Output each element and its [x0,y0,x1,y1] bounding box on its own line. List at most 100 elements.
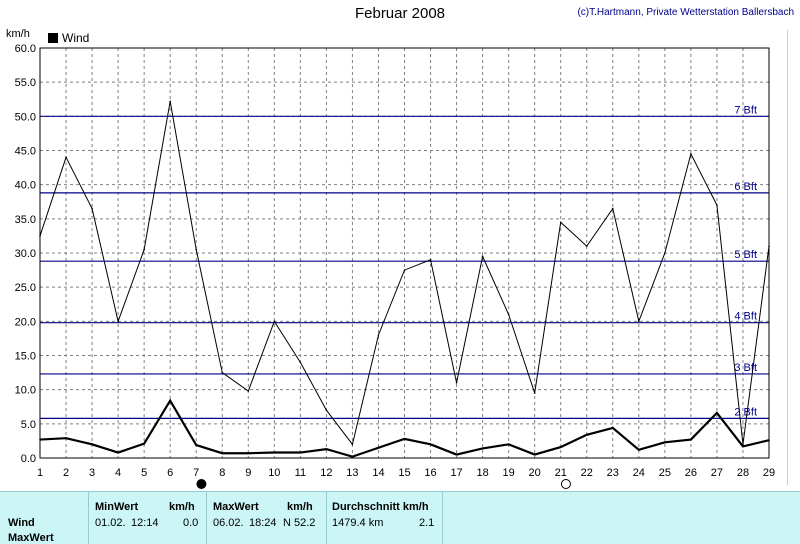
data-point-mean [273,451,276,454]
data-point-mean [690,438,692,441]
data-point-max [559,221,562,224]
data-point-max [195,248,198,251]
x-tick-label: 20 [529,467,541,479]
x-tick-label: 7 [193,467,199,479]
data-point-mean [455,453,458,456]
x-tick-label: 6 [167,467,173,479]
beaufort-label: 4 Bft [734,311,757,323]
data-point-mean [143,442,145,445]
data-point-max [611,207,614,210]
data-point-mean [716,412,718,414]
x-tick-label: 2 [63,467,69,479]
x-tick-label: 9 [245,467,251,479]
footer-avg-distance: 1479.4 km [332,517,384,529]
y-tick-label: 15.0 [15,351,36,363]
data-point-mean [221,452,224,455]
footer-min-date: 01.02. [95,517,126,529]
x-tick-label: 26 [685,467,697,479]
y-tick-label: 20.0 [15,316,36,328]
data-point-max [143,248,145,251]
data-point-mean [533,453,536,456]
y-tick-label: 30.0 [15,248,36,260]
data-point-mean [325,448,328,450]
data-point-mean [429,443,432,446]
beaufort-label: 5 Bft [734,249,757,261]
x-tick-label: 16 [424,467,436,479]
data-point-mean [65,437,67,439]
data-point-mean [91,443,93,446]
x-tick-label: 13 [346,467,358,479]
data-point-max [481,255,484,258]
footer-min-value: 0.0 [183,517,199,529]
footer-max-header: MaxWert [213,501,259,513]
stats-footer: Wind MaxWert MinWert km/h 01.02. 12:14 0… [0,491,800,544]
data-point-max [377,334,380,336]
y-tick-label: 25.0 [15,282,36,294]
y-tick-label: 60.0 [15,43,36,55]
data-point-max [455,382,458,384]
footer-min-header: MinWert [95,501,139,513]
x-tick-label: 4 [115,467,121,479]
footer-min-unit: km/h [169,501,195,513]
data-point-mean [742,445,744,448]
beaufort-label: 3 Bft [734,362,757,374]
moon-new-icon [196,479,207,489]
data-point-max [690,153,692,155]
moon-full-icon [560,479,571,489]
data-point-max [299,361,302,364]
data-point-mean [247,452,250,455]
data-point-max [117,320,119,323]
data-point-mean [377,446,380,449]
footer-max-value: N 52.2 [283,517,316,529]
chart-svg: 0.0 5.0 10.0 15.0 20.0 25.0 30.0 35.0 40.0 45.0 50… [15,43,775,489]
footer-avg-value: 2.1 [419,517,435,529]
beaufort-label: 2 Bft [734,406,757,418]
data-point-mean [403,438,406,440]
data-point-mean [611,427,614,429]
data-point-max [325,409,328,411]
x-tick-label: 1 [37,467,43,479]
footer-avg-header: Durchschnitt km/h [332,501,429,513]
x-tick-label: 3 [89,467,95,479]
x-tick-label: 8 [219,467,225,479]
data-point-max [403,269,406,271]
data-point-max [351,443,354,446]
data-point-max [169,100,171,103]
data-point-mean [117,451,119,454]
y-tick-label: 55.0 [15,77,36,89]
footer-divider [442,492,444,544]
data-point-mean [299,451,302,454]
y-tick-label: 40.0 [15,180,36,192]
x-tick-label: 15 [398,467,410,479]
x-tick-label: 22 [581,467,593,479]
data-point-max [585,245,588,247]
footer-max-unit: km/h [287,501,313,513]
data-point-max [221,371,224,374]
x-tick-label: 28 [737,467,749,479]
x-tick-label: 10 [268,467,280,479]
data-point-max [664,252,666,254]
data-point-max [65,156,67,159]
legend-label: Wind [62,31,90,45]
x-tick-label: 24 [633,467,645,479]
y-tick-label: 0.0 [21,453,36,465]
x-tick-label: 29 [763,467,775,479]
data-point-max [91,207,93,210]
beaufort-label: 6 Bft [734,181,757,193]
x-tick-label: 11 [295,467,306,479]
y-tick-label: 50.0 [15,111,36,123]
data-point-mean [195,444,198,446]
data-point-mean [585,433,588,436]
plot-frame [39,47,770,459]
x-tick-label: 19 [503,467,515,479]
beaufort-label: 7 Bft [734,104,757,116]
footer-min-time: 12:14 [131,517,159,529]
y-tick-label: 5.0 [21,419,36,431]
credit-text: (c)T.Hartmann, Private Wetterstation Bal… [577,7,794,18]
data-point-mean [664,441,666,444]
y-tick-label: 45.0 [15,146,36,158]
x-tick-label: 27 [711,467,723,479]
data-point-max [507,313,510,316]
y-tick-label: 35.0 [15,214,36,226]
data-point-mean [351,455,354,458]
